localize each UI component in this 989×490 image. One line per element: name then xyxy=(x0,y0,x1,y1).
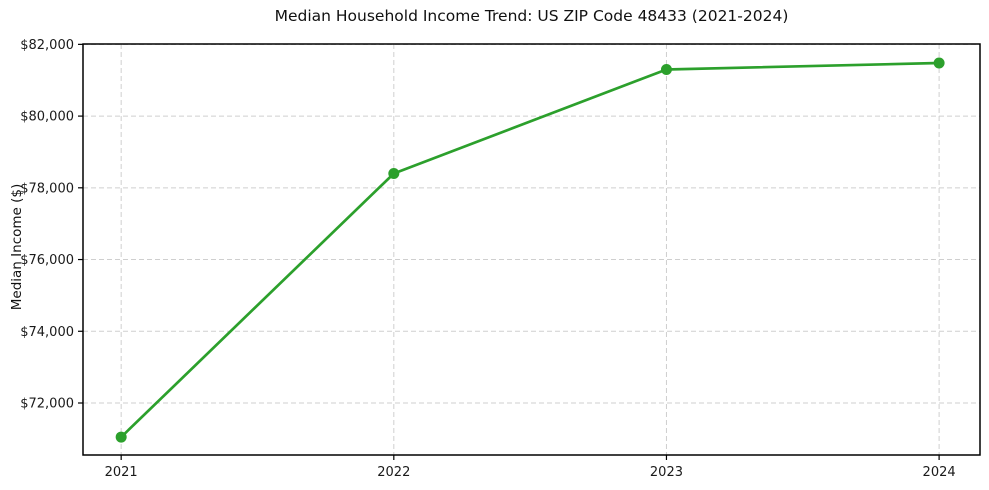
data-point xyxy=(115,431,127,443)
plot-border xyxy=(82,43,981,456)
data-point xyxy=(388,167,400,179)
y-tick-label: $78,000 xyxy=(20,181,74,196)
data-point xyxy=(933,57,945,69)
y-tick-label: $74,000 xyxy=(20,325,74,340)
x-tick-label: 2021 xyxy=(105,465,138,480)
x-tick-label: 2023 xyxy=(650,465,683,480)
data-point xyxy=(660,63,672,75)
chart-title: Median Household Income Trend: US ZIP Co… xyxy=(274,7,789,25)
y-tick-label: $80,000 xyxy=(20,110,74,125)
y-tick-label: $76,000 xyxy=(20,253,74,268)
x-tick-label: 2024 xyxy=(923,465,956,480)
y-tick-label: $82,000 xyxy=(20,38,74,53)
data-line xyxy=(119,61,941,439)
y-tick-label: $72,000 xyxy=(20,396,74,411)
x-tick-label: 2022 xyxy=(377,465,410,480)
